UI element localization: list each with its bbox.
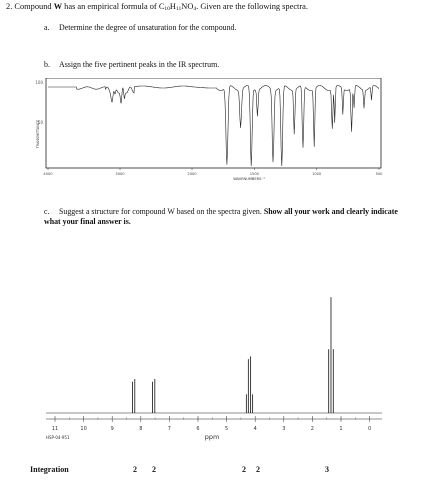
ir-y-top-tick: 100 — [35, 80, 43, 85]
nmr-peaks — [132, 297, 334, 413]
nmr-x-tick-label: 10 — [80, 426, 86, 432]
nmr-x-tick-label: 11 — [52, 426, 58, 432]
integration-value: 2 — [242, 465, 246, 474]
question-title: 2. Compound W has an empirical formula o… — [6, 2, 308, 12]
nmr-code: HSP-04-951 — [46, 435, 70, 440]
compound-label: W — [53, 2, 63, 11]
nmr-x-tick-label: 7 — [168, 426, 171, 432]
integration-value: 2 — [256, 465, 260, 474]
ir-x-tick-label: 3000 — [115, 172, 125, 176]
ir-y-axis-label: TRANSMITTANCE — [36, 120, 40, 149]
nmr-x-unit: ppm — [205, 433, 220, 441]
nmr-x-tick-label: 1 — [339, 426, 342, 432]
nmr-x-tick-label: 6 — [196, 426, 199, 432]
ir-x-ticks: 4000 3000 2000 1500 1000 500 — [43, 168, 383, 176]
question-number: 2. — [6, 2, 13, 11]
part-c: c. Suggest a structure for compound W bas… — [44, 207, 398, 226]
nmr-x-ticks: 11 10 9 8 7 6 5 4 3 2 1 0 — [52, 416, 371, 432]
nmr-x-tick-label: 2 — [311, 426, 314, 432]
nmr-x-tick-label: 0 — [368, 426, 371, 432]
ir-x-tick-label: 500 — [376, 172, 384, 176]
ir-x-tick-label: 1000 — [312, 172, 322, 176]
nmr-x-tick-label: 4 — [254, 426, 257, 432]
part-b: b. Assign the five pertinent peaks in the… — [44, 60, 220, 69]
ir-y-mid-tick: 50 — [38, 120, 44, 125]
nmr-x-tick-label: 5 — [225, 426, 228, 432]
integration-value: 3 — [325, 465, 329, 474]
ir-trace — [48, 85, 380, 167]
ir-x-axis-label: WAVENUMBERS⁻¹ — [233, 177, 265, 181]
integration-value: 2 — [152, 465, 156, 474]
ir-x-tick-label: 1500 — [250, 172, 260, 176]
nmr-x-tick-label: 9 — [111, 426, 114, 432]
ir-spectrum: 100 50 TRANSMITTANCE 4000 3000 2000 1500 100… — [35, 78, 383, 181]
nmr-x-tick-label: 3 — [282, 426, 285, 432]
nmr-spectrum: 11 10 9 8 7 6 5 4 3 2 1 0 ppm HSP-04-951 — [46, 297, 382, 441]
integration-value: 2 — [133, 465, 137, 474]
ir-x-tick-label: 4000 — [43, 172, 53, 176]
nmr-x-tick-label: 8 — [139, 426, 142, 432]
part-a: a. Determine the degree of unsaturation f… — [44, 23, 237, 32]
ir-frame — [45, 78, 382, 169]
integration-label: Integration — [30, 465, 69, 474]
ir-x-tick-label: 2000 — [187, 172, 197, 176]
